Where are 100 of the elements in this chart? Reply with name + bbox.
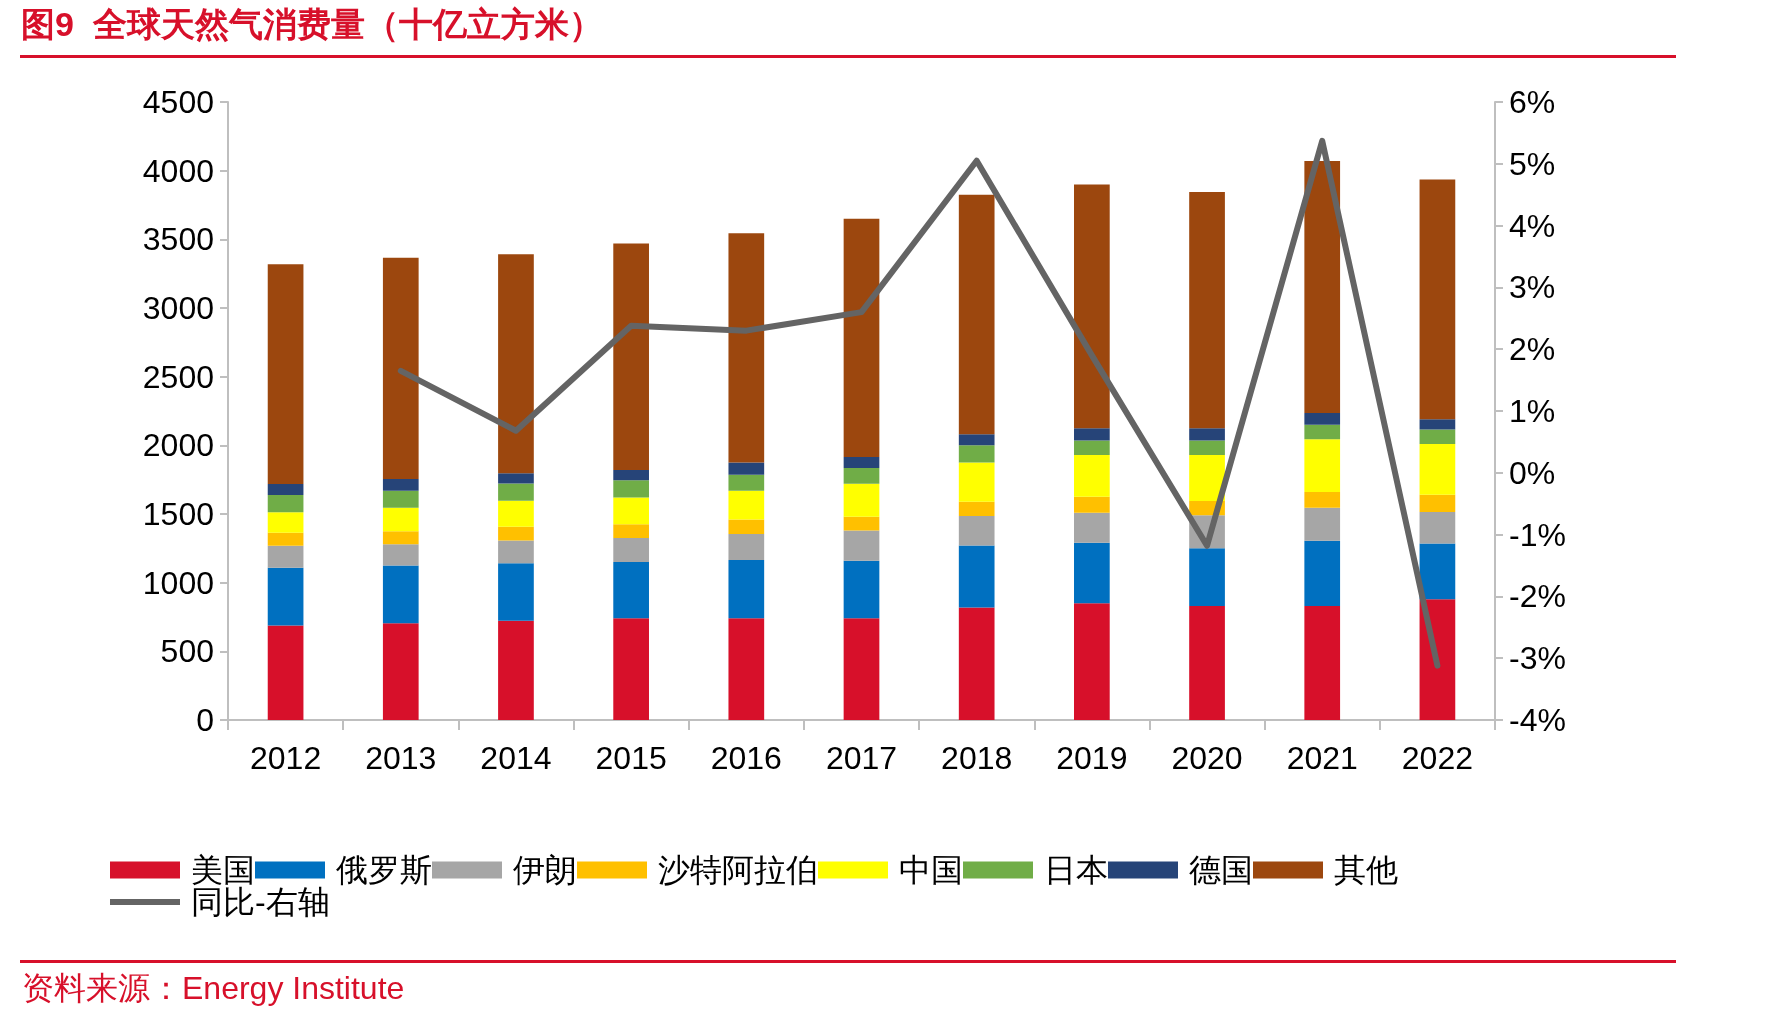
bar (498, 473, 534, 484)
y-tick-label: 0 (196, 702, 214, 738)
bar (613, 480, 649, 498)
legend-label: 日本 (1044, 852, 1108, 888)
bar (1074, 454, 1110, 497)
bar (1304, 507, 1341, 541)
bar (728, 519, 765, 534)
bar (1074, 184, 1110, 429)
bar (1189, 191, 1225, 429)
bar (267, 532, 304, 546)
legend-label: 其他 (1334, 852, 1398, 888)
y2-tick-label: 2% (1509, 331, 1556, 368)
bar (728, 490, 765, 520)
bar (1189, 428, 1225, 441)
bar (613, 618, 649, 720)
bar (1419, 419, 1456, 430)
legend-label: 德国 (1189, 852, 1253, 888)
bar (728, 474, 765, 491)
bar (498, 526, 534, 541)
bar (843, 516, 880, 531)
bar (1419, 429, 1456, 444)
bar (1189, 548, 1225, 607)
bar (382, 257, 419, 479)
legend-label: 俄罗斯 (336, 852, 432, 888)
bar (498, 540, 534, 564)
x-tick-label: 2020 (1171, 740, 1243, 776)
bar (382, 544, 419, 566)
bar (1419, 543, 1456, 600)
x-tick-label: 2014 (480, 740, 552, 776)
bar (267, 484, 304, 496)
bar (613, 524, 649, 539)
bar (728, 462, 765, 475)
y-tick-label: 500 (160, 633, 214, 670)
bar (267, 567, 304, 626)
bar (498, 500, 534, 527)
y2-tick-label: -3% (1509, 640, 1566, 677)
bar (1419, 179, 1456, 420)
y2-tick-label: 3% (1509, 269, 1556, 306)
bar (958, 501, 995, 517)
bar (613, 243, 649, 471)
bar (1419, 494, 1456, 512)
bar (1304, 413, 1341, 425)
y2-tick-label: 1% (1509, 393, 1556, 429)
bar (1189, 606, 1225, 720)
bar (1074, 496, 1110, 513)
bar (843, 483, 880, 517)
bar (843, 457, 880, 468)
x-tick-label: 2022 (1401, 740, 1473, 776)
y-tick-label: 3500 (142, 221, 214, 258)
bar (613, 562, 649, 619)
bar (613, 538, 649, 563)
x-tick-label: 2015 (595, 740, 667, 776)
bar (613, 497, 649, 525)
bar (958, 516, 995, 546)
bar (382, 507, 419, 532)
y-tick-label: 2500 (142, 358, 214, 395)
bar (1074, 542, 1110, 604)
bar (382, 478, 419, 491)
y2-tick-label: -1% (1509, 516, 1566, 553)
bar (958, 194, 995, 435)
x-tick-label: 2016 (710, 740, 782, 776)
y2-tick-label: -4% (1509, 702, 1566, 738)
bar (843, 467, 880, 484)
bar (958, 434, 995, 446)
bar (1419, 443, 1456, 495)
y2-tick-label: -2% (1509, 578, 1566, 615)
bar (1419, 511, 1456, 544)
bar (1074, 428, 1110, 441)
bar (613, 470, 649, 481)
y2-tick-label: 5% (1509, 145, 1556, 182)
x-tick-label: 2019 (1056, 740, 1128, 776)
legend-label: 同比-右轴 (191, 884, 330, 920)
y-tick-label: 3000 (142, 290, 214, 326)
y-tick-label: 1000 (142, 564, 214, 601)
bar (498, 483, 534, 501)
chart-title: 图9 全球天然气消费量（十亿立方米） (21, 5, 603, 43)
bar (1304, 161, 1341, 414)
bar (1304, 540, 1341, 607)
x-tick-label: 2017 (825, 740, 898, 776)
legend-label: 沙特阿拉伯 (658, 852, 818, 888)
legend-label: 伊朗 (513, 852, 577, 888)
bar (267, 625, 304, 720)
y2-tick-label: 4% (1509, 207, 1556, 244)
bar (382, 490, 419, 508)
bar (728, 533, 765, 561)
bar (1304, 439, 1341, 493)
bar (728, 233, 765, 463)
bar (498, 254, 534, 474)
y-tick-label: 2000 (142, 427, 214, 464)
bar (267, 264, 304, 485)
bar (1074, 440, 1110, 455)
bar (728, 560, 765, 619)
bar (1074, 603, 1110, 720)
x-tick-label: 2018 (941, 740, 1013, 776)
bar (958, 545, 995, 608)
bar (1189, 454, 1225, 501)
bar (1304, 606, 1341, 720)
bar (1304, 424, 1341, 440)
y2-tick-label: 0% (1509, 454, 1556, 491)
bar (267, 545, 304, 568)
